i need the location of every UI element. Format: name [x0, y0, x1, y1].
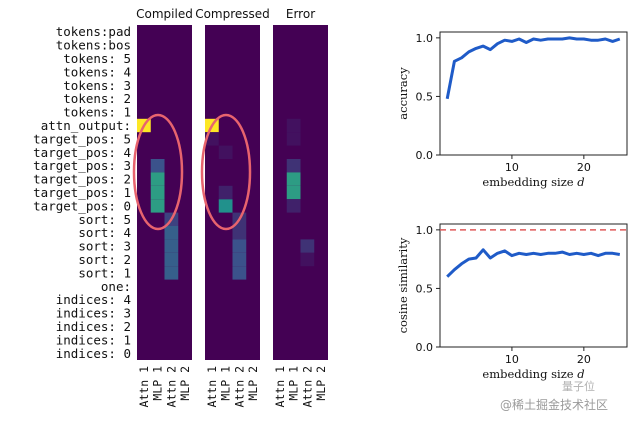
row-label: tokens:pad	[56, 24, 131, 39]
column-label: MLP 2	[314, 366, 328, 401]
column-label: MLP 1	[287, 366, 301, 401]
column-label: Attn 1	[205, 366, 219, 408]
heatmap-cell	[164, 226, 179, 240]
heatmap-cell	[286, 199, 301, 213]
heatmap-cell	[164, 252, 179, 267]
heatmap-cell	[164, 266, 179, 280]
heatmap-cell	[232, 239, 247, 253]
y-tick-label: 1.0	[416, 224, 434, 237]
row-label: one:	[101, 279, 131, 294]
row-label: target_pos: 3	[33, 158, 131, 173]
heatmap-cell	[164, 239, 179, 253]
row-label: indices: 4	[56, 292, 131, 307]
heatmap-cell	[286, 132, 301, 146]
panel-title: Compiled	[136, 7, 193, 21]
heatmap-cell	[232, 226, 247, 240]
row-label: sort: 3	[78, 239, 131, 254]
row-label: tokens: 4	[63, 64, 131, 79]
x-axis-label: embedding size d	[482, 175, 584, 189]
x-axis-label: embedding size d	[482, 367, 584, 381]
y-tick-label: 1.0	[416, 32, 434, 45]
heatmap-cell	[286, 159, 301, 173]
row-label: sort: 2	[78, 252, 131, 267]
watermark-logo-text: 量子位	[562, 380, 595, 393]
row-label: indices: 1	[56, 332, 131, 347]
row-label: tokens: 2	[63, 91, 131, 106]
column-label: Attn 1	[137, 366, 151, 408]
heatmap-cell	[232, 252, 247, 267]
row-label: target_pos: 4	[33, 145, 131, 160]
y-tick-label: 0.0	[416, 149, 434, 162]
row-label: indices: 0	[56, 346, 131, 361]
column-label: MLP 2	[246, 366, 260, 401]
watermark-text: @稀土掘金技术社区	[500, 398, 609, 412]
row-label: target_pos: 5	[33, 131, 131, 146]
row-label: indices: 3	[56, 306, 131, 321]
heatmap-cell	[218, 199, 233, 213]
y-tick-label: 0.0	[416, 341, 434, 354]
column-label: Attn 2	[300, 366, 314, 408]
heatmap-cell	[150, 172, 165, 186]
row-label: sort: 5	[78, 212, 131, 227]
row-label: target_pos: 1	[33, 185, 131, 200]
row-label: tokens: 1	[63, 105, 131, 120]
row-label: sort: 1	[78, 265, 131, 280]
y-tick-label: 0.5	[416, 90, 434, 103]
series-line	[446, 248, 621, 278]
x-tick-label: 10	[505, 161, 519, 174]
heatmap-cell	[218, 145, 233, 159]
column-label: Attn 1	[273, 366, 287, 408]
heatmap-cell	[218, 185, 233, 200]
series-line	[445, 36, 621, 100]
column-label: MLP 2	[178, 366, 192, 401]
heatmap-cell	[286, 185, 301, 200]
heatmap-cell	[300, 239, 315, 253]
heatmap-cell	[286, 118, 301, 133]
x-tick-label: 20	[577, 161, 591, 174]
column-label: MLP 1	[219, 366, 233, 401]
row-label: tokens: 5	[63, 51, 131, 66]
highlight-ellipse	[200, 113, 252, 231]
row-label: tokens: 3	[63, 78, 131, 93]
highlight-ellipse	[132, 113, 184, 231]
row-label: indices: 2	[56, 319, 131, 334]
x-tick-label: 20	[577, 353, 591, 366]
row-label: target_pos: 2	[33, 172, 131, 187]
row-label: attn_output:	[41, 118, 131, 133]
heatmap-cell	[150, 159, 165, 173]
row-label: sort: 4	[78, 225, 131, 240]
heatmap-cell	[150, 185, 165, 200]
column-label: MLP 1	[151, 366, 165, 401]
heatmap-cell	[232, 266, 247, 280]
x-tick-label: 10	[505, 353, 519, 366]
row-label: tokens:bos	[56, 38, 131, 53]
plot-frame	[439, 223, 628, 348]
y-axis-label: accuracy	[396, 67, 410, 120]
plot-frame	[439, 31, 628, 156]
heatmap-cell	[300, 252, 315, 267]
y-tick-label: 0.5	[416, 282, 434, 295]
heatmap-cell	[286, 172, 301, 186]
panel-title: Error	[286, 7, 315, 21]
column-label: Attn 2	[164, 366, 178, 408]
y-axis-label: cosine similarity	[396, 237, 410, 333]
column-label: Attn 2	[232, 366, 246, 408]
heatmap-cell	[150, 199, 165, 213]
panel-title: Compressed	[195, 7, 270, 21]
row-label: target_pos: 0	[33, 198, 131, 213]
